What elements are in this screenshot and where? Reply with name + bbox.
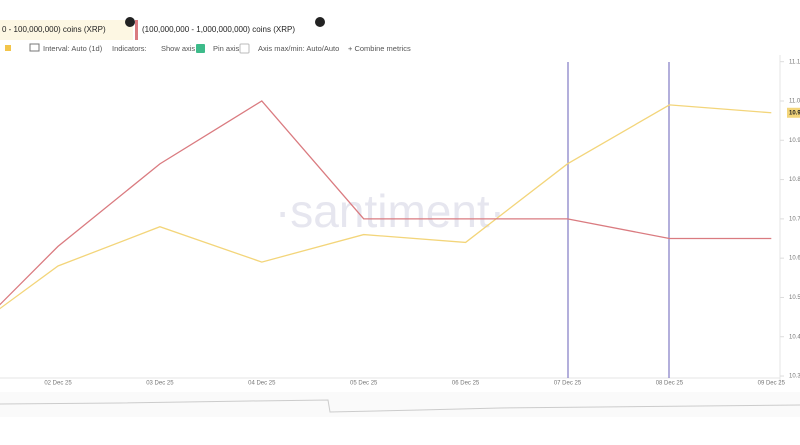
y-tick-label: 10.9 <box>789 138 800 144</box>
y-tick-label: 10.5 <box>789 295 800 301</box>
x-tick-label: 05 Dec 25 <box>350 381 378 387</box>
axis-range[interactable]: Axis max/min: Auto/Auto <box>258 44 339 53</box>
y-tick-label: 10.3 <box>789 374 800 380</box>
tab-label[interactable]: (100,000,000 - 1,000,000,000) coins (XRP… <box>142 25 295 34</box>
checkbox[interactable] <box>239 43 250 54</box>
show-axis[interactable]: Show axis <box>161 44 195 53</box>
color-swatch[interactable] <box>5 45 11 51</box>
y-tick-label: 10.4 <box>789 334 800 340</box>
x-tick-label: 07 Dec 25 <box>554 381 582 387</box>
y-tick-label: 11.1 <box>789 59 800 65</box>
y-tick-label: 10.8 <box>789 177 800 183</box>
interval[interactable]: Interval: Auto (1d) <box>43 44 103 53</box>
y-tick-label: 10.7 <box>789 216 800 222</box>
close-icon[interactable] <box>315 17 325 27</box>
last-value-badge <box>787 107 800 118</box>
y-tick-label: 11.0 <box>789 99 800 105</box>
pin-axis[interactable]: Pin axis <box>213 44 240 53</box>
series-line <box>0 100 772 306</box>
y-tick-label: 10.6 <box>789 256 800 262</box>
tab-marker <box>135 20 138 40</box>
x-tick-label: 03 Dec 25 <box>146 381 174 387</box>
x-tick-label: 02 Dec 25 <box>44 381 72 387</box>
navigator <box>0 392 800 417</box>
series-line <box>0 104 772 310</box>
navigator-line <box>0 399 800 413</box>
close-icon[interactable] <box>125 17 135 27</box>
indicators[interactable]: Indicators: <box>112 44 147 53</box>
x-tick-label: 04 Dec 25 <box>248 381 276 387</box>
checkbox[interactable] <box>196 44 205 53</box>
tab-bg <box>0 20 133 40</box>
combine-metrics[interactable]: + Combine metrics <box>348 44 411 53</box>
last-value-label: 10.97 <box>789 110 800 116</box>
watermark: ·santiment· <box>275 185 505 237</box>
x-tick-label: 09 Dec 25 <box>758 381 786 387</box>
x-tick-label: 06 Dec 25 <box>452 381 480 387</box>
x-tick-label: 08 Dec 25 <box>656 381 684 387</box>
interval-icon <box>29 43 40 52</box>
tab-label[interactable]: 0 - 100,000,000) coins (XRP) <box>2 25 106 34</box>
